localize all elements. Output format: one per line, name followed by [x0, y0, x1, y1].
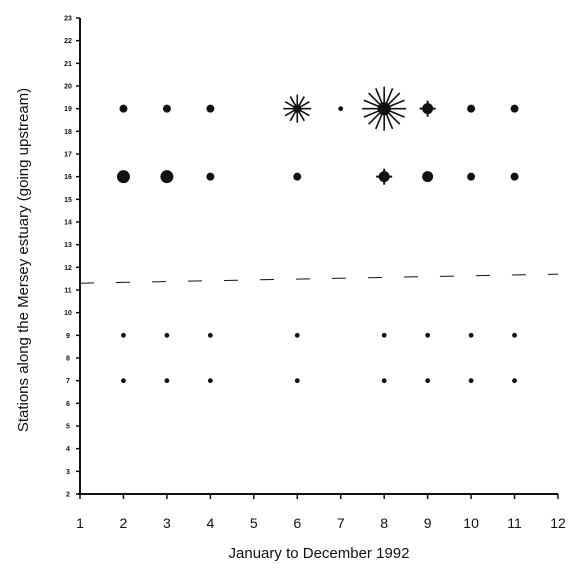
data-point [293, 172, 302, 181]
data-point [510, 172, 519, 181]
x-tick-label: 7 [337, 515, 345, 531]
data-point [467, 172, 476, 181]
data-point [425, 378, 431, 384]
y-tick-label: 18 [64, 129, 72, 136]
data-point [207, 378, 213, 384]
data-point [164, 332, 170, 338]
data-point [206, 104, 215, 113]
data-point [338, 106, 344, 112]
y-tick-label: 2 [66, 492, 70, 499]
y-tick-label: 14 [64, 220, 72, 227]
data-point [422, 171, 434, 183]
x-tick-label: 9 [424, 515, 432, 531]
data-point [468, 332, 474, 338]
dashed-boundary-line [79, 273, 559, 284]
data-point [294, 332, 300, 338]
data-point [468, 378, 474, 384]
data-points [116, 86, 519, 384]
data-point [116, 170, 130, 184]
data-point [119, 104, 128, 113]
y-tick-label: 10 [64, 310, 72, 317]
data-point [381, 378, 387, 384]
x-tick-label: 10 [463, 515, 479, 531]
x-tick-label: 8 [380, 515, 388, 531]
data-point [512, 332, 517, 338]
data-point [206, 172, 215, 181]
x-tick-label: 11 [507, 515, 522, 531]
x-tick-label: 12 [550, 515, 566, 531]
y-tick-label: 19 [64, 106, 72, 113]
x-tick-label: 3 [163, 515, 171, 531]
y-tick-label: 12 [64, 265, 72, 272]
y-tick-label: 20 [64, 84, 72, 91]
data-point [121, 378, 126, 384]
y-tick-label: 9 [66, 333, 70, 340]
y-tick-label: 5 [66, 424, 70, 431]
x-axis-title: January to December 1992 [229, 545, 410, 562]
y-tick-label: 13 [64, 242, 72, 249]
y-tick-label: 16 [64, 174, 72, 181]
data-point [160, 170, 174, 184]
axes [78, 18, 558, 495]
y-tick-label: 8 [66, 356, 70, 363]
data-point [512, 378, 517, 384]
y-tick-label: 7 [66, 378, 70, 385]
x-tick-label: 4 [206, 515, 214, 531]
data-point [425, 332, 431, 338]
x-tick-label: 6 [293, 515, 301, 531]
y-tick-label: 21 [64, 61, 72, 68]
data-point [294, 378, 300, 384]
x-tick-label: 2 [120, 515, 128, 531]
data-point [121, 332, 126, 338]
y-tick-label: 11 [64, 288, 72, 295]
y-tick-label: 22 [64, 38, 72, 45]
data-point [376, 168, 393, 185]
y-tick-label: 15 [64, 197, 72, 204]
x-ticks: 1 2 3 4 5 6 7 8 9 10 11 12 [76, 494, 566, 531]
dashed-line-segment [79, 273, 559, 284]
data-point [381, 332, 387, 338]
x-tick-label: 5 [250, 515, 258, 531]
y-axis-title: Stations along the Mersey estuary (going… [15, 88, 32, 432]
data-point [162, 104, 171, 113]
data-point [467, 104, 476, 113]
x-tick-label: 1 [76, 515, 84, 531]
y-tick-label: 3 [66, 469, 70, 476]
y-tick-label: 4 [66, 446, 70, 453]
data-point [510, 104, 519, 113]
y-tick-label: 17 [64, 152, 72, 159]
data-point [362, 86, 407, 131]
data-point [207, 332, 213, 338]
y-tick-label: 6 [66, 401, 70, 408]
data-point [164, 378, 170, 384]
data-point [283, 94, 312, 123]
data-point [419, 100, 436, 117]
y-tick-label: 23 [64, 16, 72, 23]
